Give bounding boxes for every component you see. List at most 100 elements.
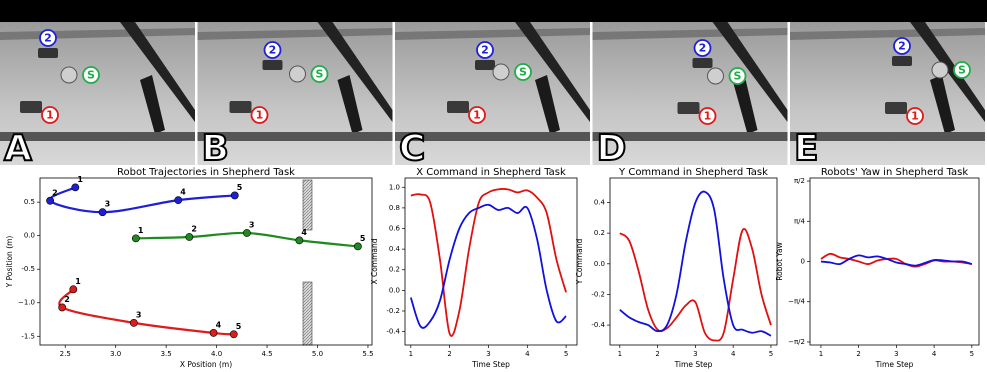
marker-label: S	[87, 69, 95, 82]
side-wall	[120, 22, 195, 122]
point-label: 5	[360, 234, 366, 243]
point-label: 1	[138, 226, 144, 235]
marker-label: S	[316, 68, 324, 81]
y-tick-label: 0.0	[594, 260, 605, 268]
x-axis-label: Time Step	[471, 360, 510, 369]
point-label: 5	[236, 322, 242, 331]
marker-label: 2	[269, 44, 277, 57]
point	[185, 233, 194, 241]
y-tick-label: -0.2	[591, 290, 605, 298]
marker-ring	[953, 61, 971, 79]
y-tick-label: 0.4	[594, 199, 606, 207]
marker-label: 1	[704, 110, 712, 123]
point	[174, 196, 183, 205]
y-tick-label: −π/2	[788, 338, 805, 346]
inner-wall	[337, 75, 363, 134]
marker-label: 1	[473, 109, 481, 122]
x-tick-label: 3	[486, 350, 490, 358]
chart-title: X Command in Shepherd Task	[416, 167, 566, 178]
robot	[677, 102, 700, 114]
y-tick-label: π/2	[794, 177, 805, 185]
marker-label: 2	[699, 42, 707, 55]
point	[131, 234, 140, 243]
plot-frame	[39, 177, 373, 346]
panel-label: C	[399, 128, 425, 169]
x-tick-label: 5.0	[312, 350, 323, 358]
x-tick-label: 1	[819, 350, 823, 358]
y-tick-label: −π/4	[788, 298, 805, 306]
robot	[20, 101, 42, 113]
sheep	[60, 66, 78, 84]
sheep	[707, 67, 724, 85]
panel-label: B	[202, 128, 229, 169]
sheep	[289, 65, 306, 83]
robot	[692, 58, 713, 68]
inner-wall	[930, 75, 955, 134]
point-label: 3	[249, 220, 255, 229]
inner-wall	[140, 75, 165, 134]
plot-frame	[609, 177, 778, 346]
marker-ring	[39, 29, 57, 47]
inner-wall	[535, 75, 560, 134]
scene-panel: 2 S 1 C	[395, 22, 590, 170]
x-tick-label: 2	[447, 350, 451, 358]
x-tick-label: 1	[618, 350, 622, 358]
y-tick-label: 0.6	[389, 225, 401, 233]
scene-panel: 2 S 1 E	[790, 22, 985, 170]
y-tick-label: -0.5	[21, 265, 35, 273]
robot	[447, 101, 469, 113]
point	[129, 318, 138, 327]
robot	[229, 101, 252, 113]
point-label: 2	[191, 225, 197, 234]
marker-ring	[468, 106, 486, 124]
y-axis-label: Robot Yaw	[775, 242, 784, 280]
x-tick-label: 2	[856, 350, 860, 358]
marker-ring	[476, 41, 494, 59]
x-tick-label: 3	[693, 350, 697, 358]
panel-label: A	[4, 128, 32, 169]
x-tick-label: 2.5	[60, 350, 71, 358]
x-axis-label: X Position (m)	[180, 360, 232, 369]
robot	[892, 56, 912, 66]
obstacle	[302, 281, 313, 346]
side-wall	[712, 22, 788, 122]
floor	[197, 22, 393, 165]
front-wall	[395, 132, 590, 141]
marker-ring	[250, 106, 269, 124]
floor	[592, 22, 788, 165]
y-tick-label: 0.2	[389, 266, 400, 274]
top-band	[0, 0, 987, 22]
scene-panel: 2 S 1 D	[592, 22, 788, 170]
chart-title: Robot Trajectories in Shepherd Task	[117, 167, 295, 178]
floor	[790, 22, 985, 165]
marker-ring	[698, 107, 717, 125]
x-tick-label: 3.0	[110, 350, 121, 358]
marker-label: S	[958, 64, 966, 77]
x-tick-label: 5	[970, 350, 974, 358]
point	[69, 285, 78, 294]
y-tick-label: -0.4	[386, 328, 400, 336]
chart: Robots' Yaw in Shepherd Task Time Step Rob…	[775, 167, 980, 369]
back-wall	[790, 28, 985, 40]
x-axis-label: Time Step	[875, 360, 914, 369]
point-label: 5	[237, 183, 243, 192]
y-tick-label: 1.0	[389, 183, 400, 191]
x-tick-label: 3	[894, 350, 898, 358]
side-wall	[515, 22, 590, 122]
front-wall	[592, 132, 788, 141]
x-axis-label: Time Step	[674, 360, 713, 369]
sheep	[492, 63, 510, 81]
x-tick-label: 4	[932, 350, 937, 358]
marker-ring	[41, 106, 59, 124]
marker-ring	[310, 65, 329, 83]
marker-ring	[82, 66, 100, 84]
front-wall	[790, 132, 985, 141]
plot-frame	[404, 177, 578, 346]
series-line	[619, 228, 772, 342]
point	[98, 208, 107, 217]
robot	[262, 60, 283, 70]
floor	[0, 22, 195, 165]
y-tick-label: 0.2	[594, 229, 605, 237]
marker-label: 2	[481, 44, 489, 57]
